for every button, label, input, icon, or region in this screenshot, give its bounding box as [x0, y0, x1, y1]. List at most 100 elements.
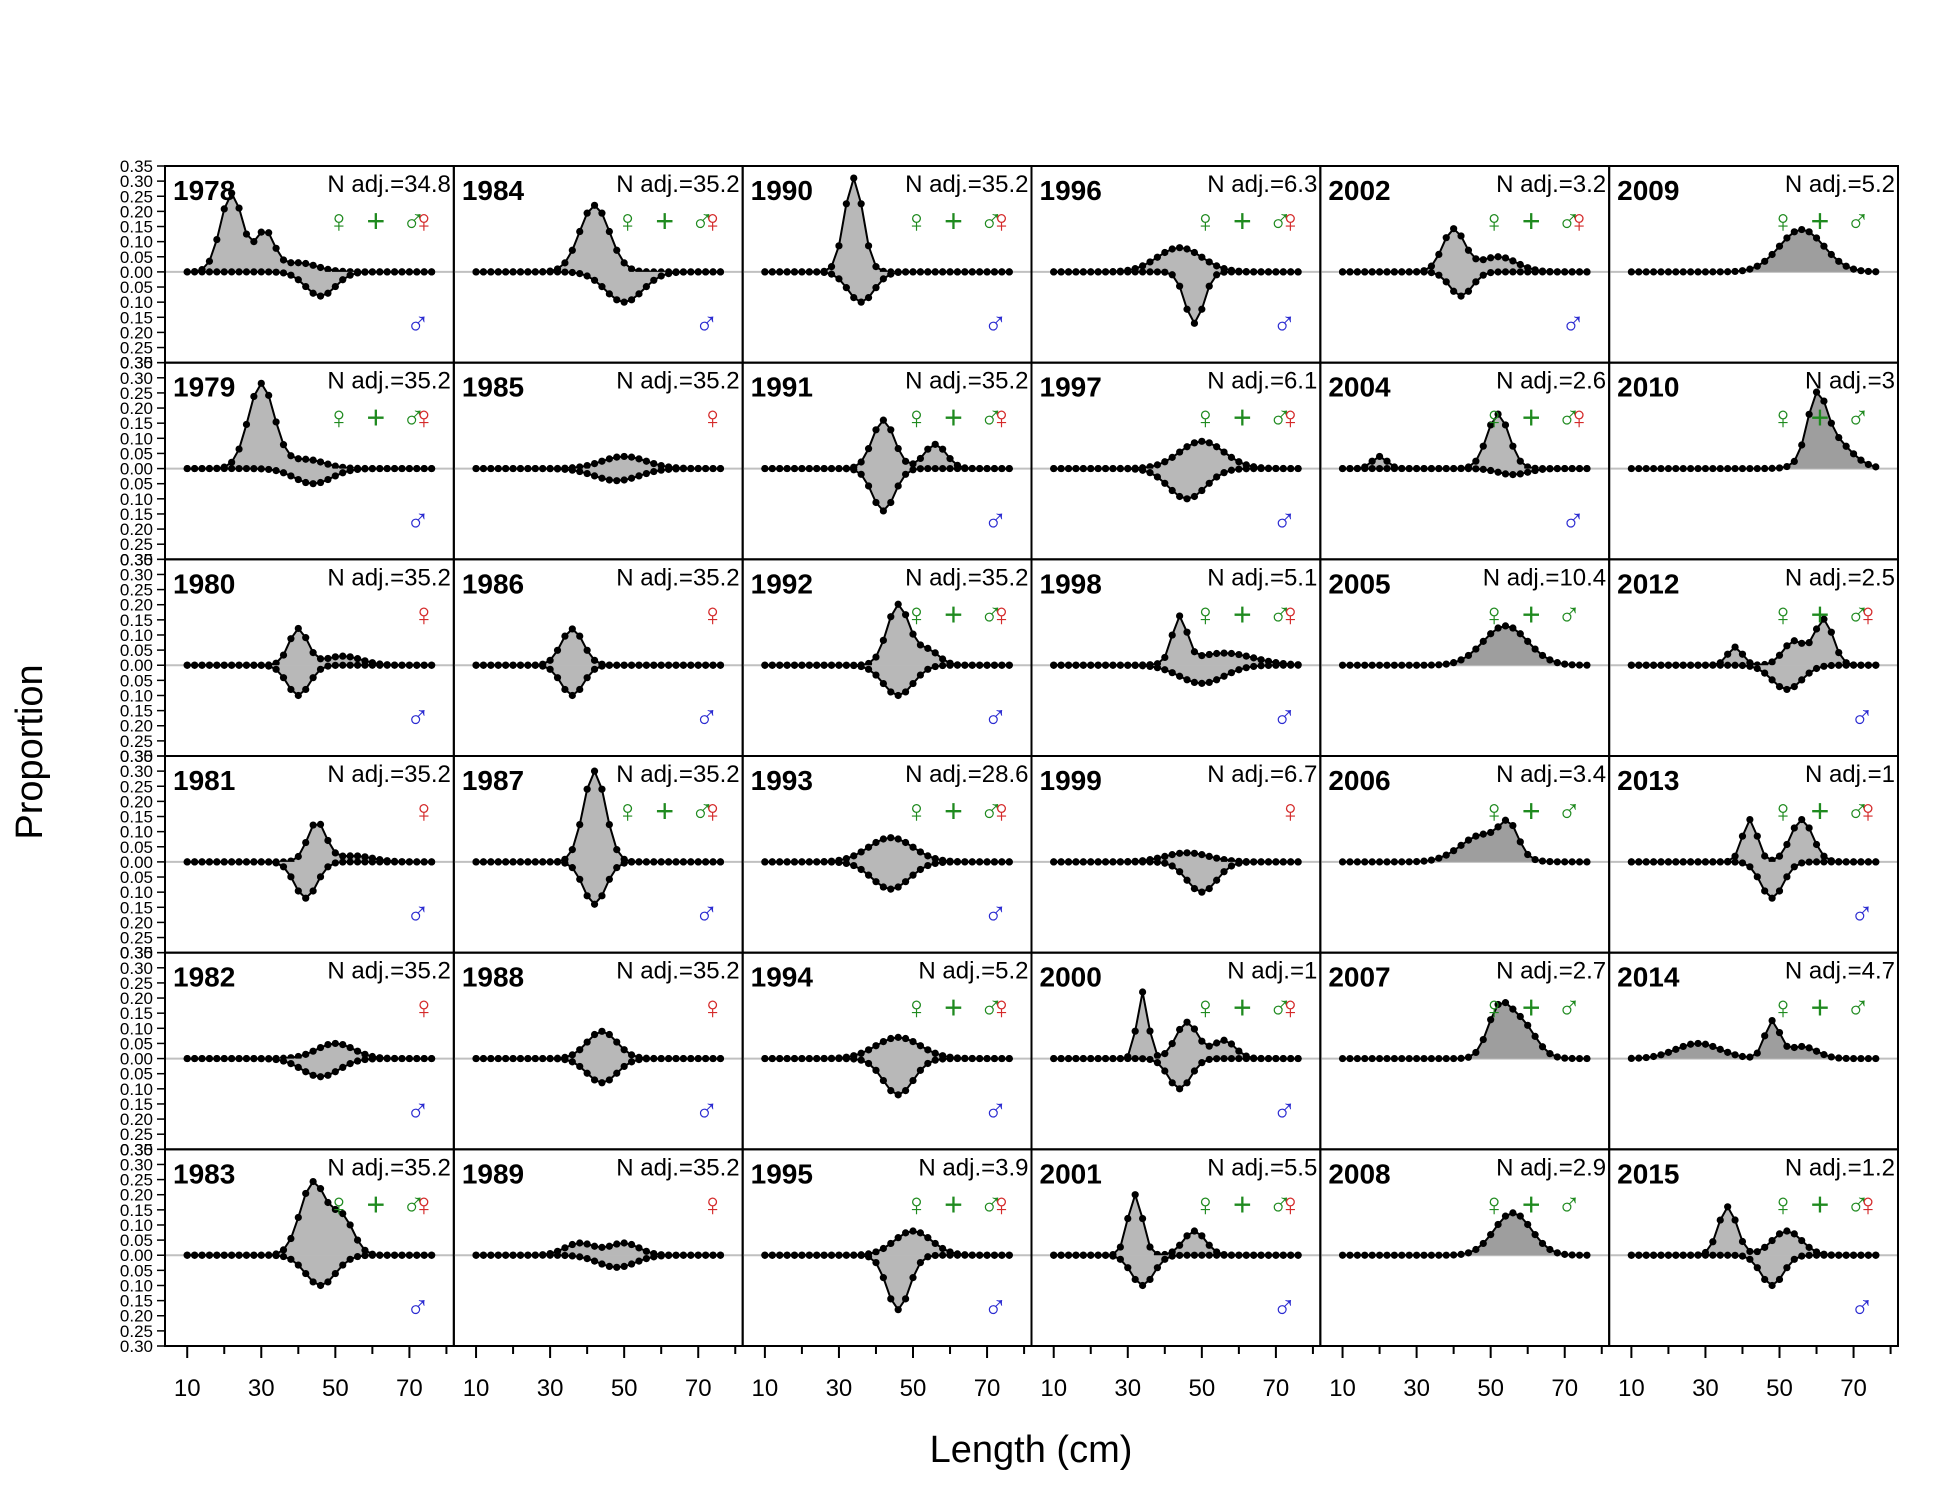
y-tick-label: 0.30 — [120, 747, 153, 766]
male-point — [1176, 492, 1184, 501]
male-point — [1242, 465, 1250, 473]
male-point — [820, 858, 828, 866]
panel-year-label: 1992 — [751, 568, 813, 599]
y-tick-label: 0.10 — [120, 1216, 153, 1235]
female-point — [316, 1043, 325, 1052]
male-point — [1531, 466, 1539, 475]
female-point — [561, 632, 569, 640]
male-point — [709, 268, 717, 276]
female-point — [620, 259, 628, 267]
female-point — [1835, 433, 1843, 442]
male-point — [361, 1251, 369, 1260]
male-point — [1842, 858, 1850, 866]
male-point — [398, 268, 406, 276]
male-point — [1368, 464, 1376, 473]
male-point — [561, 1251, 569, 1260]
male-point — [376, 1055, 384, 1063]
female-point — [842, 200, 850, 208]
female-point — [1664, 268, 1673, 276]
male-point — [790, 858, 799, 866]
male-point — [420, 268, 428, 276]
panel-year-label: 2015 — [1617, 1158, 1679, 1189]
panel-n-label: N adj.=35.2 — [616, 171, 739, 198]
female-point — [1798, 639, 1806, 647]
x-tick-label: 10 — [174, 1375, 201, 1402]
female-point — [1398, 1251, 1406, 1259]
male-point — [790, 1251, 799, 1259]
male-symbol-icon: ♂ — [980, 793, 1004, 829]
male-symbol-icon: ♂ — [984, 1289, 1008, 1325]
female-point — [1375, 452, 1384, 461]
x-tick-label: 10 — [1618, 1375, 1645, 1402]
male-point — [1109, 1252, 1117, 1260]
panel-1980: 1980 N adj.=35.2♀♂ — [164, 558, 455, 757]
female-point — [1657, 268, 1665, 276]
male-point — [309, 887, 317, 895]
male-point — [1242, 1054, 1250, 1063]
female-point — [1812, 625, 1821, 633]
y-tick-label: 0.20 — [120, 399, 153, 418]
female-point — [1509, 442, 1517, 450]
plus-symbol-icon: + — [1522, 203, 1541, 239]
male-point — [1183, 1251, 1191, 1259]
male-point — [820, 268, 828, 277]
male-point — [783, 464, 791, 473]
x-tick-label: 10 — [463, 1375, 490, 1402]
male-point — [901, 688, 910, 696]
male-point — [1457, 464, 1465, 473]
female-point — [1716, 268, 1724, 276]
male-point — [872, 671, 880, 679]
female-point — [613, 1038, 621, 1046]
female-point — [1768, 464, 1776, 472]
male-point — [213, 1251, 221, 1259]
panel-year-label: 2008 — [1328, 1158, 1390, 1189]
male-point — [894, 691, 902, 700]
female-symbol-icon: ♀ — [412, 596, 436, 632]
male-point — [191, 464, 199, 473]
male-point — [976, 661, 984, 669]
male-point — [1694, 661, 1702, 669]
y-tick-label: 0.25 — [120, 732, 153, 751]
x-tick-label: 70 — [974, 1375, 1001, 1402]
male-point — [1064, 464, 1073, 473]
female-point — [1731, 1051, 1739, 1059]
panel-n-label: N adj.=10.4 — [1483, 564, 1606, 591]
male-point — [990, 661, 999, 669]
male-point — [502, 464, 510, 473]
female-point — [1657, 1051, 1665, 1059]
panel-n-label: N adj.=28.6 — [905, 761, 1028, 788]
male-point — [1220, 469, 1228, 477]
male-point — [901, 470, 910, 478]
male-point — [916, 1259, 925, 1267]
x-tick-label: 70 — [1263, 1375, 1290, 1402]
male-point — [1161, 479, 1169, 487]
male-point — [679, 1251, 688, 1259]
female-point — [939, 445, 947, 453]
male-point — [813, 464, 821, 473]
panel-n-label: N adj.=3.9 — [918, 1154, 1028, 1181]
male-point — [842, 1055, 850, 1063]
male-point — [627, 474, 636, 482]
y-tick-label: 0.05 — [120, 1261, 153, 1280]
male-point — [946, 464, 954, 473]
male-point — [376, 268, 384, 276]
female-point — [1346, 858, 1354, 866]
female-point — [931, 1049, 939, 1057]
male-point — [909, 1076, 917, 1085]
female-point — [1516, 1212, 1524, 1220]
male-point — [813, 268, 821, 276]
male-point — [1657, 1251, 1665, 1259]
male-point — [1227, 268, 1236, 276]
y-tick-label: 0.15 — [120, 1201, 153, 1220]
male-point — [1138, 1281, 1147, 1290]
female-point — [1790, 637, 1798, 645]
female-point — [324, 654, 332, 663]
male-point — [827, 1054, 836, 1063]
male-point — [346, 661, 354, 669]
male-point — [413, 1251, 421, 1259]
male-point — [331, 859, 339, 867]
female-line — [1631, 1018, 1876, 1060]
male-point — [1235, 268, 1243, 276]
female-point — [1761, 1243, 1769, 1251]
male-point — [1057, 268, 1065, 276]
